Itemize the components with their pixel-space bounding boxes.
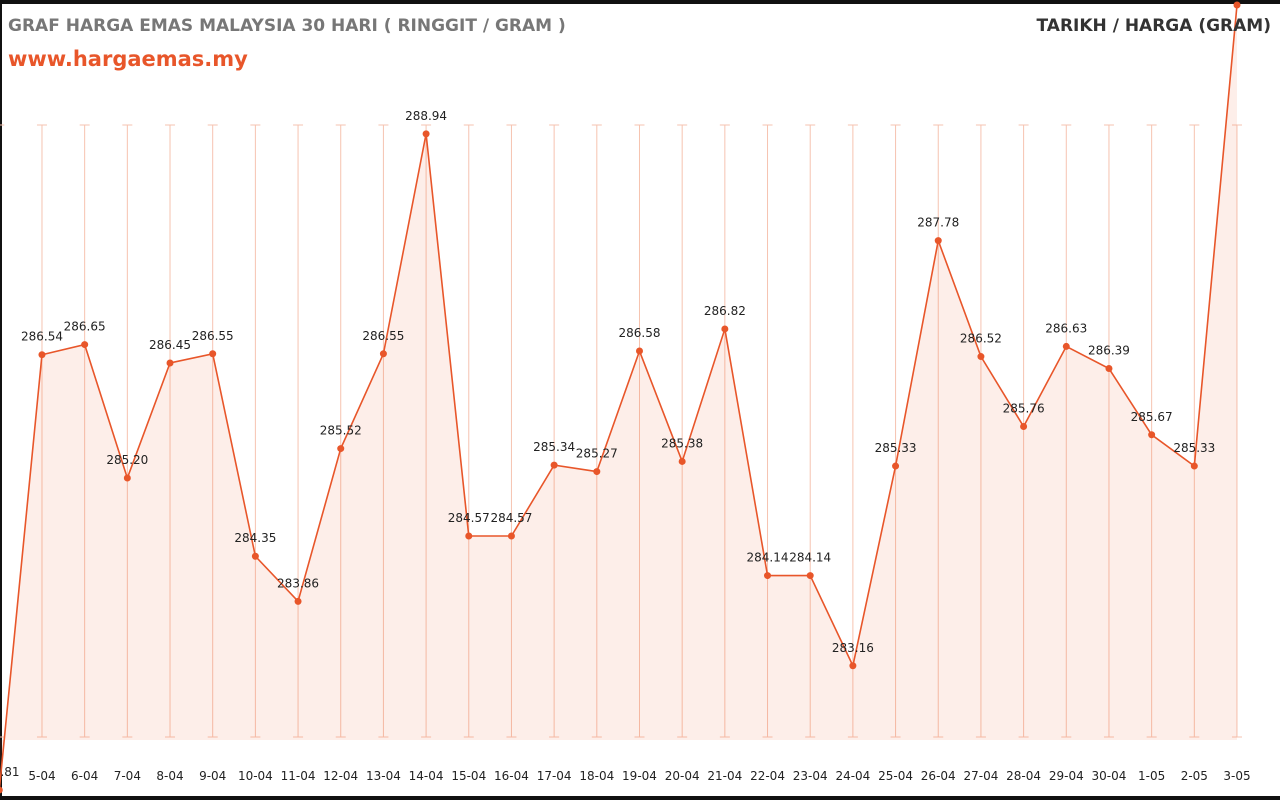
x-tick-label: 5-04 — [28, 769, 55, 783]
value-label: 286.58 — [618, 326, 660, 340]
point — [635, 347, 643, 355]
value-label: 285.33 — [1173, 441, 1215, 455]
point — [934, 237, 942, 245]
point — [1020, 422, 1028, 430]
value-label: 284.35 — [234, 531, 276, 545]
x-tick-label: 14-04 — [409, 769, 444, 783]
x-tick-label: 29-04 — [1049, 769, 1084, 783]
value-label: 286.65 — [64, 320, 106, 334]
value-label: 285.34 — [533, 440, 575, 454]
value-label: 284.14 — [747, 551, 789, 565]
point — [892, 462, 900, 470]
area — [0, 5, 1237, 783]
x-tick-label: 30-04 — [1092, 769, 1127, 783]
value-label: 288.94 — [405, 109, 447, 123]
point — [465, 532, 473, 540]
value-label: 286.63 — [1045, 321, 1087, 335]
value-label: 285.76 — [1003, 401, 1045, 415]
point — [1233, 1, 1241, 9]
value-label: 287.78 — [917, 216, 959, 230]
point — [209, 350, 217, 358]
value-label: 284.57 — [448, 511, 490, 525]
point — [1190, 462, 1198, 470]
value-label: .81 — [0, 765, 19, 779]
point — [721, 325, 729, 333]
x-tick-label: 27-04 — [963, 769, 998, 783]
value-label: 285.33 — [875, 441, 917, 455]
value-label: 283.16 — [832, 641, 874, 655]
x-tick-label: 13-04 — [366, 769, 401, 783]
value-label: 285.67 — [1131, 410, 1173, 424]
bottom-bar — [0, 796, 1280, 800]
x-tick-label: 20-04 — [665, 769, 700, 783]
chart-title: GRAF HARGA EMAS MALAYSIA 30 HARI ( RINGG… — [8, 16, 566, 36]
point — [507, 532, 515, 540]
point — [678, 457, 686, 465]
x-tick-label: 17-04 — [537, 769, 572, 783]
value-label: 286.55 — [192, 329, 234, 343]
line — [0, 4, 1238, 791]
point — [977, 353, 985, 361]
point — [294, 597, 302, 605]
value-label: 286.82 — [704, 304, 746, 318]
value-label: 284.57 — [490, 511, 532, 525]
point — [764, 572, 772, 580]
x-tick-label: 11-04 — [281, 769, 316, 783]
x-tick-label: 18-04 — [579, 769, 614, 783]
value-label: 286.39 — [1088, 344, 1130, 358]
point — [593, 468, 601, 476]
x-tick-label: 26-04 — [921, 769, 956, 783]
x-tick-label: 23-04 — [793, 769, 828, 783]
x-tick-label: 12-04 — [323, 769, 358, 783]
value-label: 286.52 — [960, 332, 1002, 346]
point — [1105, 365, 1113, 373]
x-tick-label: 19-04 — [622, 769, 657, 783]
x-tick-label: 16-04 — [494, 769, 529, 783]
x-tick-label: 10-04 — [238, 769, 273, 783]
point — [1148, 431, 1156, 439]
point — [337, 445, 345, 453]
x-tick-label: 1-05 — [1138, 769, 1165, 783]
left-edge — [0, 0, 2, 800]
annotation: TARIKH / HARGA (GRAM) — [1037, 16, 1271, 36]
point — [379, 350, 387, 358]
x-tick-label: 22-04 — [750, 769, 785, 783]
x-tick-label: 25-04 — [878, 769, 913, 783]
x-tick-label: 8-04 — [156, 769, 183, 783]
point — [0, 786, 3, 794]
point — [81, 341, 89, 349]
point — [550, 461, 558, 469]
x-tick-label: 9-04 — [199, 769, 226, 783]
point — [422, 130, 430, 138]
value-label: 286.54 — [21, 330, 63, 344]
point — [1062, 342, 1070, 350]
value-label: 286.55 — [362, 329, 404, 343]
point — [166, 359, 174, 367]
point — [849, 662, 857, 670]
point — [251, 552, 259, 560]
value-label: 285.52 — [320, 424, 362, 438]
value-label: 285.38 — [661, 436, 703, 450]
value-label: 284.14 — [789, 551, 831, 565]
top-bar — [0, 0, 1280, 4]
x-tick-label: 7-04 — [114, 769, 141, 783]
x-tick-label: 15-04 — [451, 769, 486, 783]
point — [123, 474, 131, 482]
value-label: 285.27 — [576, 447, 618, 461]
value-label: 286.45 — [149, 338, 191, 352]
x-tick-label: 3-05 — [1223, 769, 1250, 783]
plot: 5-04 6-04 7-04 8-04 9-04 10-04 11-04 12-04 13-04… — [0, 1, 1251, 794]
point — [38, 351, 46, 359]
x-tick-label: 2-05 — [1181, 769, 1208, 783]
chart-subtitle: www.hargaemas.my — [8, 47, 248, 71]
x-tick-label: 28-04 — [1006, 769, 1041, 783]
x-tick-label: 6-04 — [71, 769, 98, 783]
point — [806, 572, 814, 580]
value-label: 285.20 — [106, 453, 148, 467]
value-label: 283.86 — [277, 576, 319, 590]
x-tick-label: 21-04 — [707, 769, 742, 783]
x-tick-label: 24-04 — [835, 769, 870, 783]
